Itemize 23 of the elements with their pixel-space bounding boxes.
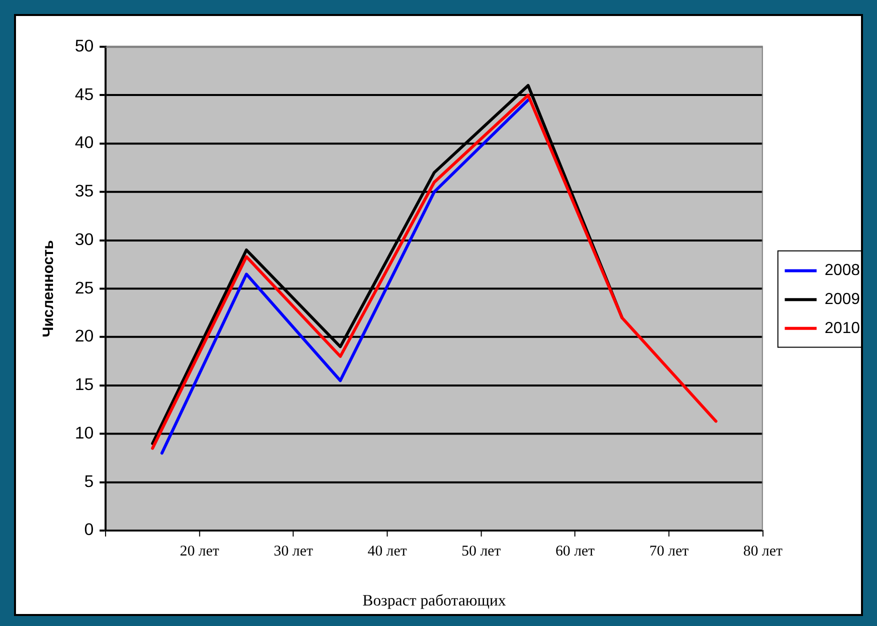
x-tick-label: 60 лет [555, 543, 596, 560]
y-tick-label: 45 [74, 84, 94, 104]
y-tick-label: 10 [74, 423, 94, 442]
x-tick-label: 30 лет [274, 543, 314, 560]
y-tick-label: 50 [74, 36, 94, 56]
legend-label: 2008 [824, 262, 860, 280]
y-tick-label: 40 [74, 133, 94, 152]
y-tick-label: 5 [84, 472, 94, 491]
y-axis-title: Численность [40, 240, 57, 338]
y-tick-label: 15 [74, 375, 94, 394]
y-tick-label: 0 [84, 520, 94, 540]
x-tick-label: 20 лет [180, 543, 220, 560]
y-tick-label: 20 [74, 326, 94, 346]
x-tick-label: 50 лет [462, 543, 502, 560]
legend-label: 2010 [824, 320, 860, 337]
legend-label: 2009 [824, 290, 860, 308]
x-tick-label: 80 лет [743, 543, 783, 560]
x-tick-label: 40 лет [368, 543, 408, 560]
x-axis-title: Возраст работающих [362, 592, 506, 610]
x-tick-label: 70 лет [649, 543, 690, 560]
y-tick-label: 35 [74, 182, 94, 201]
y-tick-label: 25 [74, 278, 94, 298]
y-tick-label: 30 [74, 230, 94, 249]
